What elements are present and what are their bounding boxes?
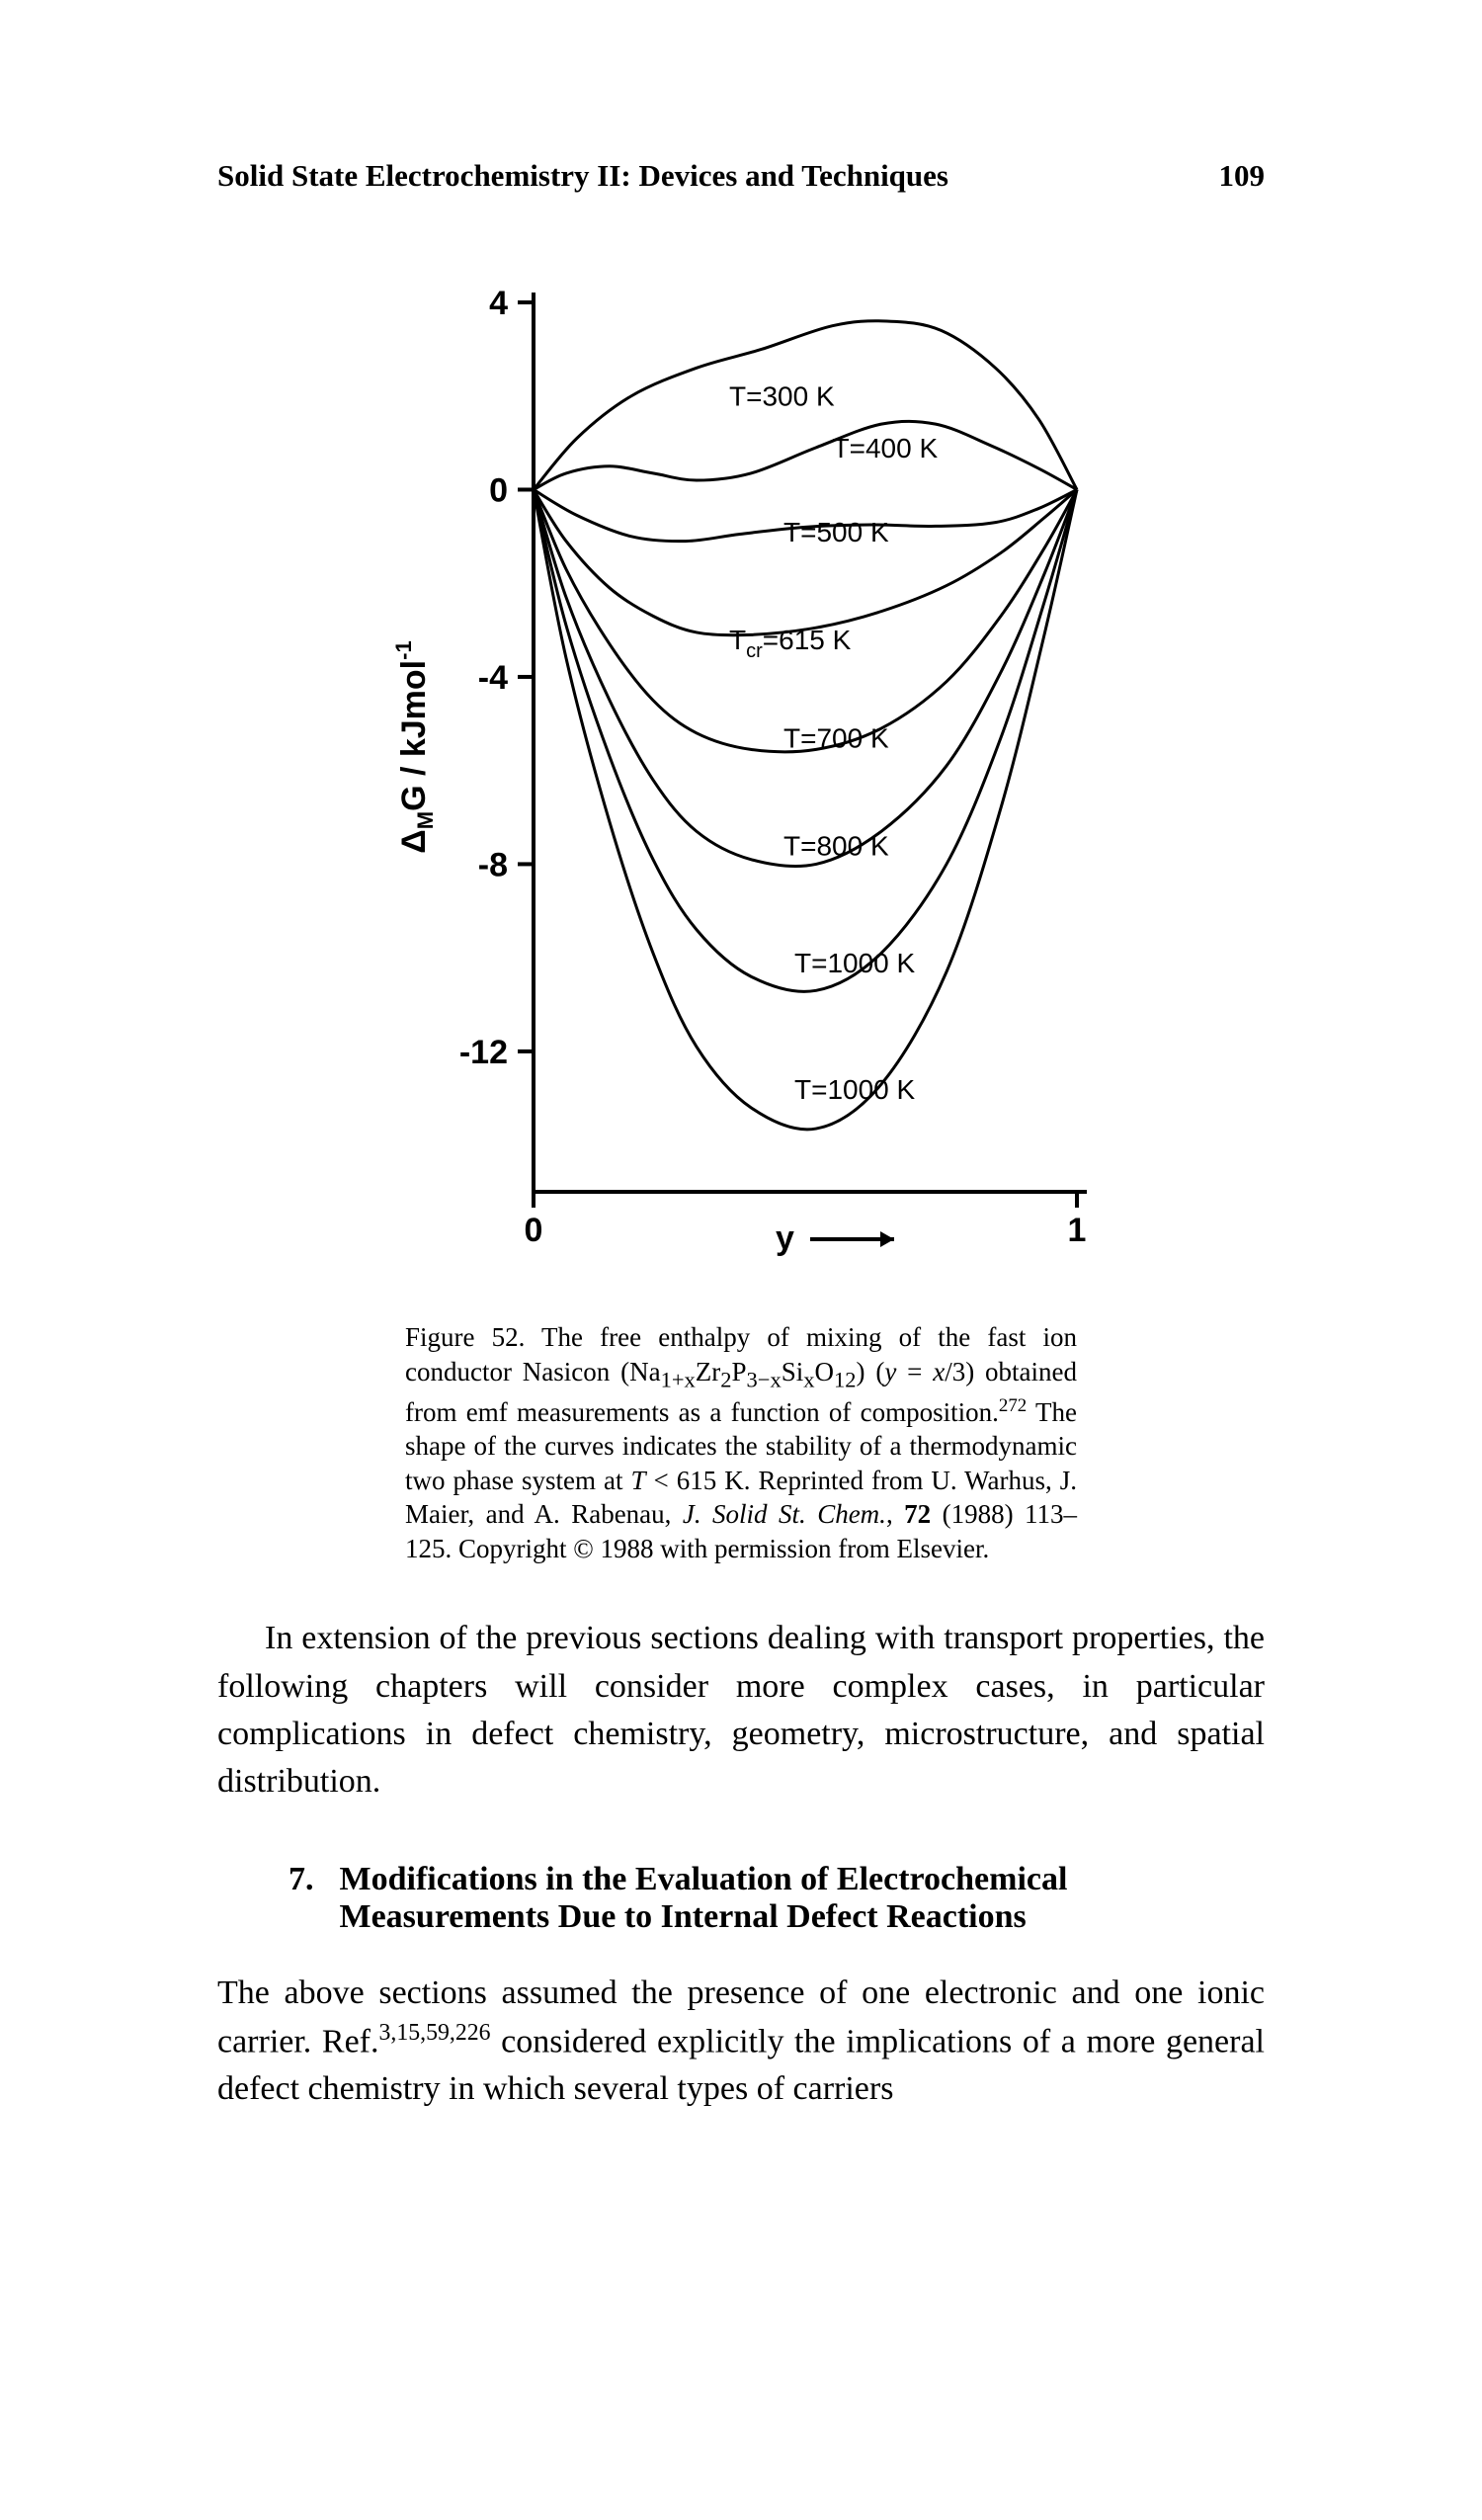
svg-text:T=1000 K: T=1000 K <box>794 948 916 978</box>
running-head: Solid State Electrochemistry II: Devices… <box>217 158 1265 194</box>
svg-text:T=800 K: T=800 K <box>783 830 889 861</box>
section-heading: 7. Modifications in the Evaluation of El… <box>217 1861 1265 1936</box>
figure-caption: Figure 52. The free enthalpy of mixing o… <box>405 1320 1077 1565</box>
svg-text:T=1000 K: T=1000 K <box>794 1074 916 1105</box>
page-number: 109 <box>1219 158 1266 194</box>
svg-text:Tcr=615 K: Tcr=615 K <box>729 625 852 662</box>
body-paragraph-1: In extension of the previous sections de… <box>217 1615 1265 1806</box>
section-title-line1: Modifications in the Evaluation of Elect… <box>340 1861 1068 1897</box>
svg-text:-12: -12 <box>459 1034 508 1071</box>
section-title-line2: Measurements Due to Internal Defect Reac… <box>340 1898 1027 1935</box>
body-paragraph-2: The above sections assumed the presence … <box>217 1970 1265 2114</box>
svg-text:4: 4 <box>489 285 508 322</box>
svg-text:0: 0 <box>489 471 508 509</box>
section-number: 7. <box>288 1861 314 1936</box>
svg-text:-4: -4 <box>478 659 508 697</box>
section-title: Modifications in the Evaluation of Elect… <box>340 1861 1068 1936</box>
chart-svg: 4 0 -4 -8 -12 0 1 y ΔMG / kJmol-1 T=300 K T=400 K T… <box>366 263 1116 1291</box>
figure-chart: 4 0 -4 -8 -12 0 1 y ΔMG / kJmol-1 T=300 K T=400 K T… <box>366 263 1116 1291</box>
running-title: Solid State Electrochemistry II: Devices… <box>217 158 948 194</box>
svg-text:T=700 K: T=700 K <box>783 723 889 754</box>
svg-text:T=500 K: T=500 K <box>783 517 889 547</box>
figure-block: 4 0 -4 -8 -12 0 1 y ΔMG / kJmol-1 T=300 K T=400 K T… <box>366 263 1116 1565</box>
svg-text:ΔMG / kJmol-1: ΔMG / kJmol-1 <box>391 640 438 853</box>
svg-text:T=300 K: T=300 K <box>729 381 835 412</box>
svg-text:T=400 K: T=400 K <box>833 433 939 463</box>
svg-text:y: y <box>776 1219 794 1257</box>
svg-text:1: 1 <box>1068 1212 1087 1249</box>
svg-text:-8: -8 <box>478 846 508 883</box>
page: Solid State Electrochemistry II: Devices… <box>0 0 1482 2520</box>
svg-text:0: 0 <box>525 1212 543 1249</box>
